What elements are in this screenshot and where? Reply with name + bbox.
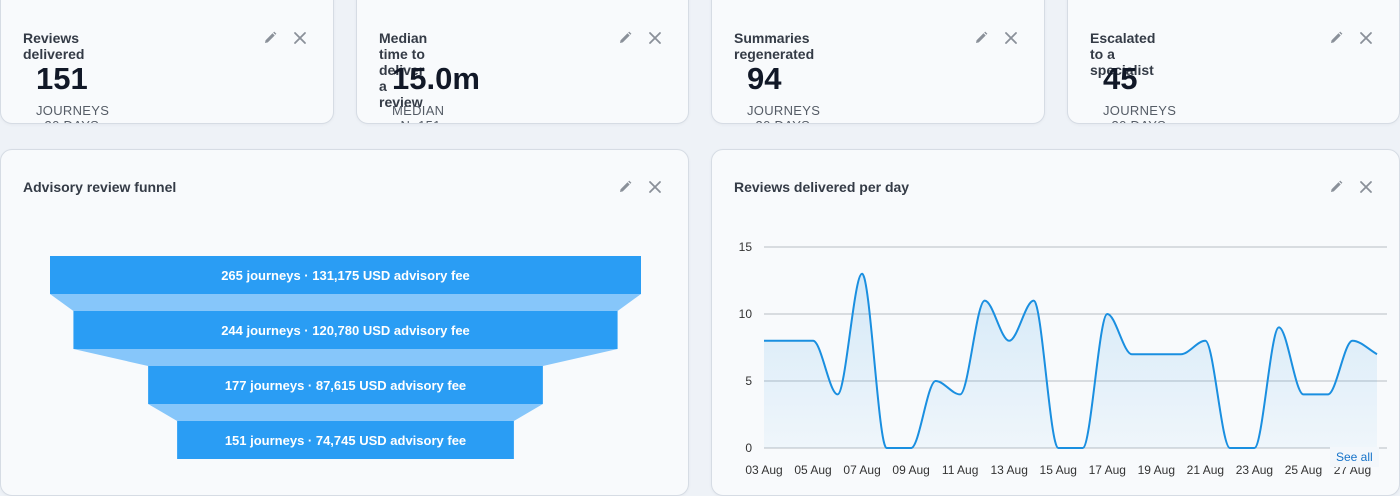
edit-icon[interactable] bbox=[1328, 30, 1344, 46]
kpi-title: Reviews delivered bbox=[23, 30, 85, 62]
pencil bbox=[620, 31, 632, 43]
funnel-label: 177 journeys · 87,615 USD advisory fee bbox=[225, 378, 466, 393]
funnel-title: Advisory review funnel bbox=[23, 179, 177, 195]
close bbox=[1360, 32, 1372, 44]
kpi-value: 45 bbox=[1103, 61, 1138, 96]
pencil bbox=[620, 180, 632, 192]
kpi-caption: MEDIAN · N=151 bbox=[392, 103, 445, 123]
edit-icon[interactable] bbox=[617, 179, 633, 195]
funnel-card: Advisory review funnel 265 journeys · 131… bbox=[0, 149, 689, 496]
y-tick-label: 15 bbox=[739, 240, 753, 254]
funnel-bar bbox=[177, 421, 514, 459]
edit-icon[interactable] bbox=[617, 30, 633, 46]
close-icon[interactable] bbox=[1358, 179, 1374, 195]
close-icon[interactable] bbox=[647, 179, 663, 195]
x-tick-label: 05 Aug bbox=[794, 463, 831, 477]
funnel-bar bbox=[148, 366, 543, 404]
x-tick-label: 19 Aug bbox=[1138, 463, 1175, 477]
funnel-bar bbox=[73, 311, 618, 349]
line-series bbox=[764, 272, 1378, 449]
close bbox=[649, 32, 661, 44]
edit-icon[interactable] bbox=[973, 30, 989, 46]
kpi-value: 94 bbox=[747, 61, 782, 96]
funnel-connector bbox=[148, 404, 543, 421]
funnel-connector bbox=[50, 294, 641, 311]
x-tick-label: 09 Aug bbox=[892, 463, 929, 477]
line-card: Reviews delivered per day 0 5 10 15 03 Aug 05 … bbox=[711, 149, 1400, 496]
close-icon[interactable] bbox=[1358, 30, 1374, 46]
kpi-card: Median time to deliver a review 15.0m MEDI… bbox=[356, 0, 689, 124]
x-tick-label: 13 Aug bbox=[991, 463, 1028, 477]
funnel-label: 265 journeys · 131,175 USD advisory fee bbox=[221, 268, 470, 283]
y-tick-label: 5 bbox=[745, 374, 752, 388]
kpi-title: Summaries regenerated bbox=[734, 30, 815, 62]
pencil bbox=[1331, 31, 1343, 43]
close bbox=[294, 32, 306, 44]
funnel-chart: 265 journeys · 131,175 USD advisory fee 2… bbox=[50, 256, 641, 459]
close bbox=[1360, 181, 1372, 193]
pencil bbox=[265, 31, 277, 43]
close-icon[interactable] bbox=[647, 30, 663, 46]
funnel-label: 244 journeys · 120,780 USD advisory fee bbox=[221, 323, 470, 338]
kpi-caption: JOURNEYS · 30 DAYS bbox=[1103, 103, 1177, 123]
pencil bbox=[976, 31, 988, 43]
pencil bbox=[1331, 180, 1343, 192]
kpi-caption: JOURNEYS · 30 DAYS bbox=[36, 103, 110, 123]
kpi-title: Escalated to a specialist bbox=[1090, 30, 1156, 78]
x-tick-label: 21 Aug bbox=[1187, 463, 1224, 477]
x-tick-label: 25 Aug bbox=[1285, 463, 1322, 477]
close-icon[interactable] bbox=[292, 30, 308, 46]
close bbox=[1005, 32, 1017, 44]
x-tick-label: 11 Aug bbox=[942, 463, 978, 477]
x-tick-label: 15 Aug bbox=[1040, 463, 1077, 477]
x-tick-label: 23 Aug bbox=[1236, 463, 1273, 477]
kpi-value: 151 bbox=[36, 61, 88, 96]
edit-icon[interactable] bbox=[262, 30, 278, 46]
see-all-link[interactable]: See all bbox=[1330, 447, 1379, 467]
close-icon[interactable] bbox=[1003, 30, 1019, 46]
y-tick-label: 0 bbox=[745, 441, 752, 455]
edit-icon[interactable] bbox=[1328, 179, 1344, 195]
y-tick-label: 10 bbox=[739, 307, 753, 321]
x-tick-label: 17 Aug bbox=[1089, 463, 1126, 477]
x-tick-label: 07 Aug bbox=[843, 463, 880, 477]
line-title: Reviews delivered per day bbox=[734, 179, 910, 195]
funnel-bar bbox=[50, 256, 641, 294]
funnel-connector bbox=[73, 349, 618, 366]
kpi-title: Median time to deliver a review bbox=[379, 30, 428, 110]
line-chart: 0 5 10 15 03 Aug 05 Aug 07 Aug 09 Aug 11 Aug 13 A… bbox=[739, 240, 1387, 477]
kpi-caption: JOURNEYS · 30 DAYS bbox=[747, 103, 821, 123]
x-tick-label: 03 Aug bbox=[745, 463, 782, 477]
kpi-value: 15.0m bbox=[392, 61, 480, 96]
close bbox=[649, 181, 661, 193]
line-area bbox=[764, 273, 1377, 448]
funnel-label: 151 journeys · 74,745 USD advisory fee bbox=[225, 433, 466, 448]
